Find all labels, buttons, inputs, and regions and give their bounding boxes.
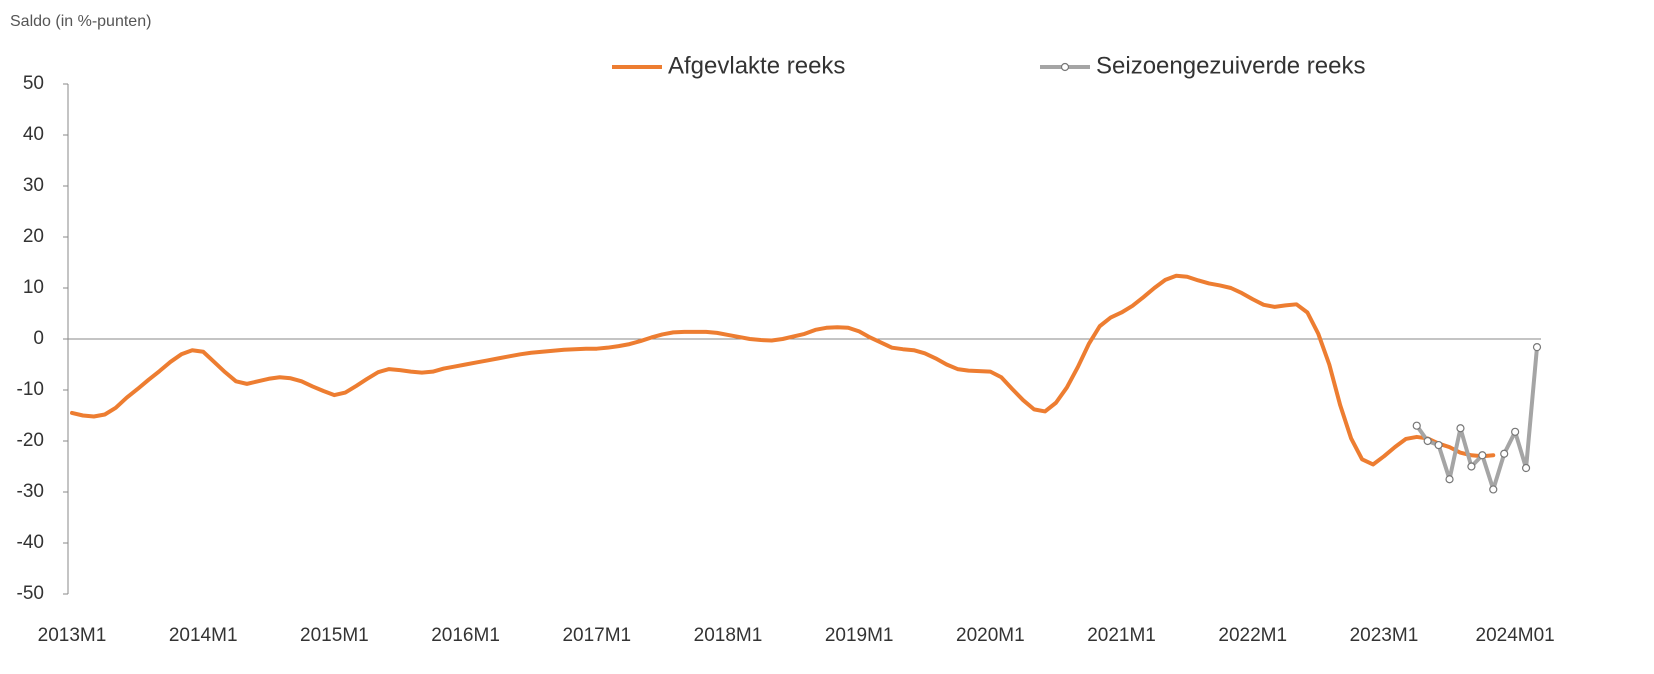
x-tick-label: 2021M1 bbox=[1087, 625, 1156, 646]
series-marker bbox=[1456, 424, 1465, 433]
series-marker bbox=[1532, 343, 1542, 352]
series-marker bbox=[1434, 440, 1443, 450]
series-marker bbox=[1445, 475, 1454, 484]
series-marker bbox=[1521, 463, 1531, 473]
x-tick-label: 2015M1 bbox=[300, 625, 369, 646]
legend-label: Afgevlakte reeks bbox=[668, 52, 845, 79]
x-tick-label: 2022M1 bbox=[1218, 625, 1287, 646]
x-tick-label: 2023M1 bbox=[1350, 625, 1419, 646]
y-tick-label: 10 bbox=[23, 277, 44, 298]
x-tick-label: 2016M1 bbox=[431, 625, 500, 646]
y-tick-label: -30 bbox=[17, 481, 44, 502]
x-tick-label: 2017M1 bbox=[562, 625, 631, 646]
x-tick-label: 2018M1 bbox=[694, 625, 763, 646]
x-tick-label: 2024M01 bbox=[1476, 625, 1555, 646]
series-marker bbox=[1489, 485, 1498, 494]
legend-marker bbox=[1060, 62, 1070, 72]
series-marker bbox=[1500, 449, 1509, 458]
series-marker bbox=[1478, 451, 1487, 460]
x-tick-label: 2013M1 bbox=[38, 625, 107, 646]
series-marker bbox=[1467, 462, 1476, 471]
y-tick-label: -20 bbox=[17, 430, 44, 451]
series-marker bbox=[1412, 421, 1421, 430]
series-line bbox=[1414, 345, 1539, 492]
x-tick-label: 2019M1 bbox=[825, 625, 894, 646]
y-axis-label: Saldo (in %-punten) bbox=[10, 13, 151, 30]
x-tick-label: 2014M1 bbox=[169, 625, 238, 646]
series-marker bbox=[1423, 436, 1432, 446]
y-tick-label: -40 bbox=[17, 532, 44, 553]
y-tick-label: 40 bbox=[23, 124, 44, 145]
y-tick-label: 20 bbox=[23, 226, 44, 247]
series-line bbox=[70, 273, 1496, 467]
y-tick-label: -50 bbox=[17, 583, 44, 604]
legend-label: Seizoengezuiverde reeks bbox=[1096, 52, 1366, 79]
x-tick-label: 2020M1 bbox=[956, 625, 1025, 646]
y-tick-label: -10 bbox=[17, 379, 44, 400]
y-tick-label: 50 bbox=[23, 73, 44, 94]
y-tick-label: 30 bbox=[23, 175, 44, 196]
series-marker bbox=[1511, 427, 1520, 436]
y-tick-label: 0 bbox=[33, 328, 44, 349]
